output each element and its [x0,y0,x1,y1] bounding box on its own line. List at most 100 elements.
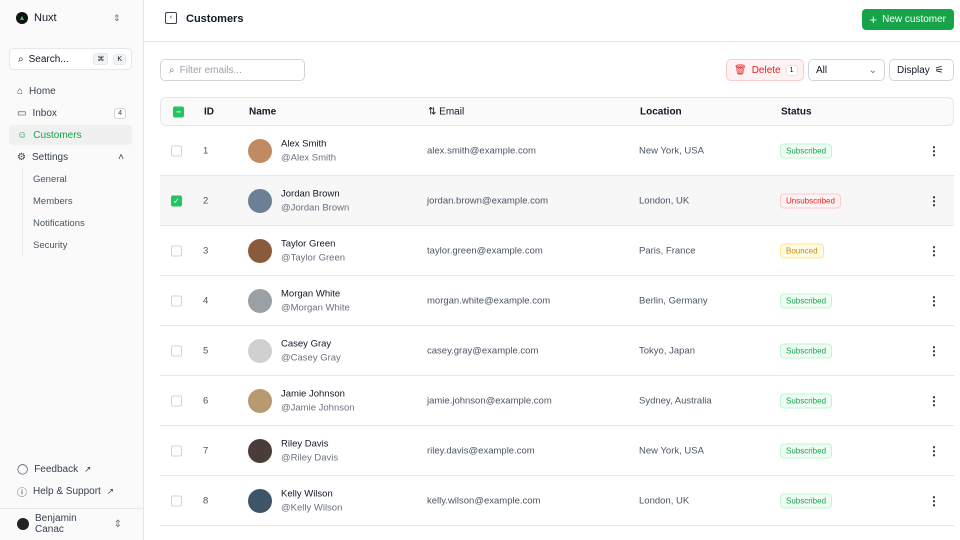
row-checkbox[interactable] [171,445,182,456]
cell-name: Taylor Green @Taylor Green [281,238,345,263]
row-checkbox[interactable] [171,295,182,306]
table-row[interactable]: 4 Morgan White @Morgan White morgan.white… [160,276,954,326]
team-switcher[interactable]: ▲ Nuxt [16,12,57,24]
placeholder: Filter emails... [179,64,242,76]
column-name[interactable]: Name [249,106,277,117]
external-link-icon: ↗ [84,464,92,474]
more-actions-icon[interactable]: ⋮ [928,443,940,458]
customer-handle: @Kelly Wilson [281,502,343,513]
sidebar-item-inbox[interactable]: ▭ Inbox 4 [9,103,132,123]
label: Display [897,64,930,76]
cell-id: 5 [203,345,209,356]
search-button[interactable]: ⌕ Search... ⌘ K [9,48,132,70]
user-avatar [17,518,29,530]
cell-email: alex.smith@example.com [427,145,536,156]
avatar [248,138,272,163]
sidebar-sub-members[interactable]: Members [33,196,73,207]
row-checkbox[interactable] [171,395,182,406]
row-checkbox[interactable] [171,345,182,356]
label: Home [29,85,56,97]
delete-count: 1 [785,64,798,76]
cell-email: riley.davis@example.com [427,445,535,456]
more-actions-icon[interactable]: ⋮ [928,293,940,308]
customer-name: Jamie Johnson [281,388,345,399]
customer-name: Alex Smith [281,138,327,149]
avatar [248,438,272,463]
table-row[interactable]: 8 Kelly Wilson @Kelly Wilson kelly.wilson… [160,476,954,526]
chevron-updown-icon[interactable]: ⇕ [113,13,121,23]
avatar [248,488,272,513]
brand-name: Nuxt [34,12,57,24]
more-actions-icon[interactable]: ⋮ [928,243,940,258]
avatar [248,388,272,413]
cell-email: jordan.brown@example.com [427,195,549,206]
display-button[interactable]: Display ⚟ [889,59,954,81]
more-actions-icon[interactable]: ⋮ [928,193,940,208]
row-checkbox[interactable] [171,245,182,256]
sidebar-collapse-icon[interactable]: ‹ [165,12,177,24]
feedback-link[interactable]: ◯ Feedback ↗ [9,459,132,479]
label: Email [439,106,465,117]
search-icon: ⌕ [169,64,175,76]
column-location[interactable]: Location [640,106,682,117]
table-row[interactable]: 3 Taylor Green @Taylor Green taylor.green… [160,226,954,276]
sidebar-sub-security[interactable]: Security [33,240,68,251]
row-checkbox[interactable]: ✓ [171,195,182,206]
avatar [248,188,272,213]
table-row[interactable]: 5 Casey Gray @Casey Gray casey.gray@examp… [160,326,954,376]
plus-icon: + [869,12,878,27]
cell-location: New York, USA [639,145,704,156]
cell-location: New York, USA [639,445,704,456]
column-id[interactable]: ID [204,106,214,117]
customer-name: Riley Davis [281,438,329,449]
customer-handle: @Taylor Green [281,252,346,263]
more-actions-icon[interactable]: ⋮ [928,393,940,408]
sidebar-item-home[interactable]: ⌂ Home [9,81,132,101]
row-checkbox[interactable] [171,495,182,506]
new-customer-button[interactable]: + New customer [861,9,954,30]
cell-location: Berlin, Germany [639,295,708,306]
chat-icon: ◯ [17,463,29,475]
inbox-icon: ▭ [17,107,27,119]
page-header: ‹ Customers + New customer [144,0,960,42]
cell-id: 6 [203,395,209,406]
sidebar-item-customers[interactable]: ☺ Customers [9,125,132,145]
delete-button[interactable]: 🗑 Delete 1 [726,59,804,81]
more-actions-icon[interactable]: ⋮ [928,143,940,158]
table-row[interactable]: 7 Riley Davis @Riley Davis riley.davis@ex… [160,426,954,476]
table-row[interactable]: 1 Alex Smith @Alex Smith alex.smith@examp… [160,126,954,176]
chevron-up-icon: ˄ [118,151,124,163]
sidebar-sub-general[interactable]: General [33,174,67,185]
more-actions-icon[interactable]: ⋮ [928,493,940,508]
search-label: Search... [28,53,69,65]
filter-emails-input[interactable]: ⌕ Filter emails... [160,59,305,81]
status-select[interactable]: All ⌄ [808,59,885,81]
sidebar-sub-notifications[interactable]: Notifications [33,218,85,229]
table-row[interactable]: ✓ 2 Jordan Brown @Jordan Brown jordan.bro… [160,176,954,226]
row-checkbox[interactable] [171,145,182,156]
avatar [248,338,272,363]
status-badge: Subscribed [780,343,833,358]
customer-handle: @Alex Smith [281,152,337,163]
column-status[interactable]: Status [781,106,812,117]
customers-table: − ID Name ⇅ Email Location Status 1 Alex… [160,97,954,526]
cell-location: Tokyo, Japan [639,345,695,356]
status-badge: Subscribed [780,293,833,308]
label: Settings [31,151,69,163]
kbd-k: K [113,53,126,65]
more-actions-icon[interactable]: ⋮ [928,343,940,358]
table-row[interactable]: 6 Jamie Johnson @Jamie Johnson jamie.john… [160,376,954,426]
avatar [248,238,272,263]
cell-email: kelly.wilson@example.com [427,495,541,506]
sidebar: ▲ Nuxt ⇕ ⌕ Search... ⌘ K ⌂ Home ▭ Inbox 4 ☺ Cust… [0,0,144,540]
user-menu[interactable]: Benjamin Canac ⇕ [9,513,132,535]
select-all-checkbox[interactable]: − [173,106,184,117]
customer-name: Casey Gray [281,338,332,349]
external-link-icon: ↗ [106,486,114,496]
sidebar-item-settings[interactable]: ⚙ Settings ˄ [9,147,132,167]
cell-location: Sydney, Australia [639,395,712,406]
help-link[interactable]: ⓘ Help & Support ↗ [9,481,132,501]
column-email[interactable]: ⇅ Email [428,106,464,117]
customer-name: Morgan White [281,288,341,299]
selected-value: All [816,64,828,76]
